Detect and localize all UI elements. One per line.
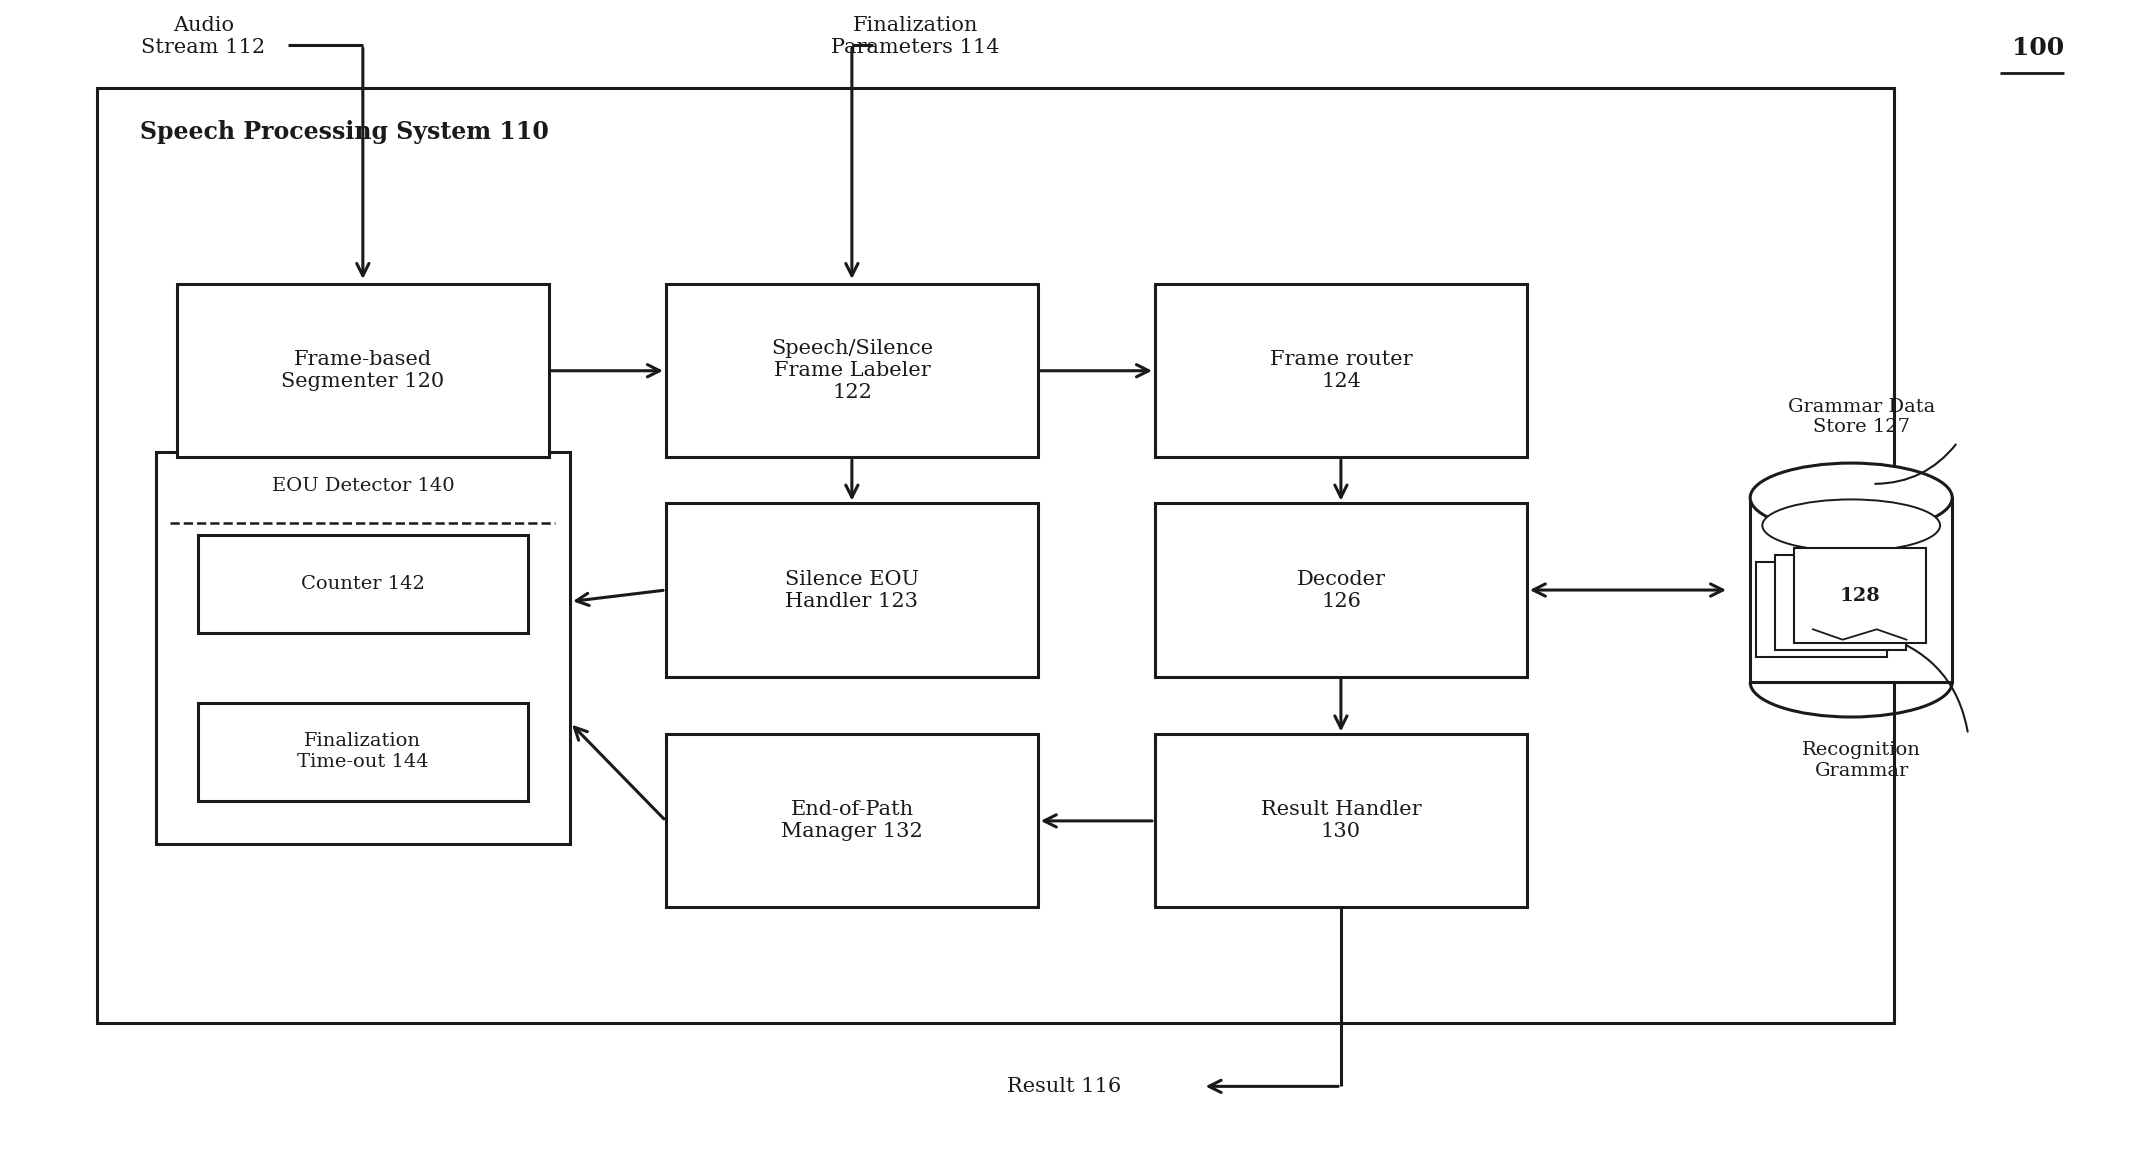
FancyBboxPatch shape <box>666 285 1039 457</box>
Text: Silence EOU
Handler 123: Silence EOU Handler 123 <box>786 569 920 611</box>
Text: Frame router
124: Frame router 124 <box>1269 351 1412 391</box>
FancyBboxPatch shape <box>98 88 1893 1023</box>
Text: Frame-based
Segmenter 120: Frame-based Segmenter 120 <box>281 351 445 391</box>
Text: Finalization
Time-out 144: Finalization Time-out 144 <box>298 732 428 771</box>
Text: 100: 100 <box>2012 36 2063 59</box>
FancyBboxPatch shape <box>1154 503 1526 677</box>
Ellipse shape <box>1763 500 1940 552</box>
Ellipse shape <box>1750 463 1952 532</box>
FancyBboxPatch shape <box>198 536 528 633</box>
Text: 128: 128 <box>1839 587 1880 605</box>
Text: EOU Detector 140: EOU Detector 140 <box>273 477 453 495</box>
Text: Result Handler
130: Result Handler 130 <box>1260 801 1422 841</box>
FancyBboxPatch shape <box>666 503 1039 677</box>
Text: Decoder
126: Decoder 126 <box>1297 569 1386 611</box>
Text: Result 116: Result 116 <box>1007 1077 1122 1096</box>
FancyBboxPatch shape <box>177 285 549 457</box>
FancyBboxPatch shape <box>666 735 1039 907</box>
Text: Grammar Data
Store 127: Grammar Data Store 127 <box>1788 398 1935 436</box>
FancyBboxPatch shape <box>155 451 571 843</box>
FancyBboxPatch shape <box>1154 735 1526 907</box>
FancyBboxPatch shape <box>198 702 528 801</box>
Text: Speech/Silence
Frame Labeler
122: Speech/Silence Frame Labeler 122 <box>771 339 933 403</box>
Text: Counter 142: Counter 142 <box>300 575 426 594</box>
FancyBboxPatch shape <box>1756 562 1886 657</box>
Text: Speech Processing System 110: Speech Processing System 110 <box>141 120 549 143</box>
Text: Finalization
Parameters 114: Finalization Parameters 114 <box>832 15 1001 57</box>
FancyBboxPatch shape <box>1776 555 1905 650</box>
FancyBboxPatch shape <box>1750 498 1952 683</box>
FancyBboxPatch shape <box>1795 548 1925 643</box>
Text: End-of-Path
Manager 132: End-of-Path Manager 132 <box>781 801 922 841</box>
Text: Recognition
Grammar: Recognition Grammar <box>1803 742 1920 780</box>
Text: Audio
Stream 112: Audio Stream 112 <box>141 15 266 57</box>
FancyBboxPatch shape <box>1154 285 1526 457</box>
